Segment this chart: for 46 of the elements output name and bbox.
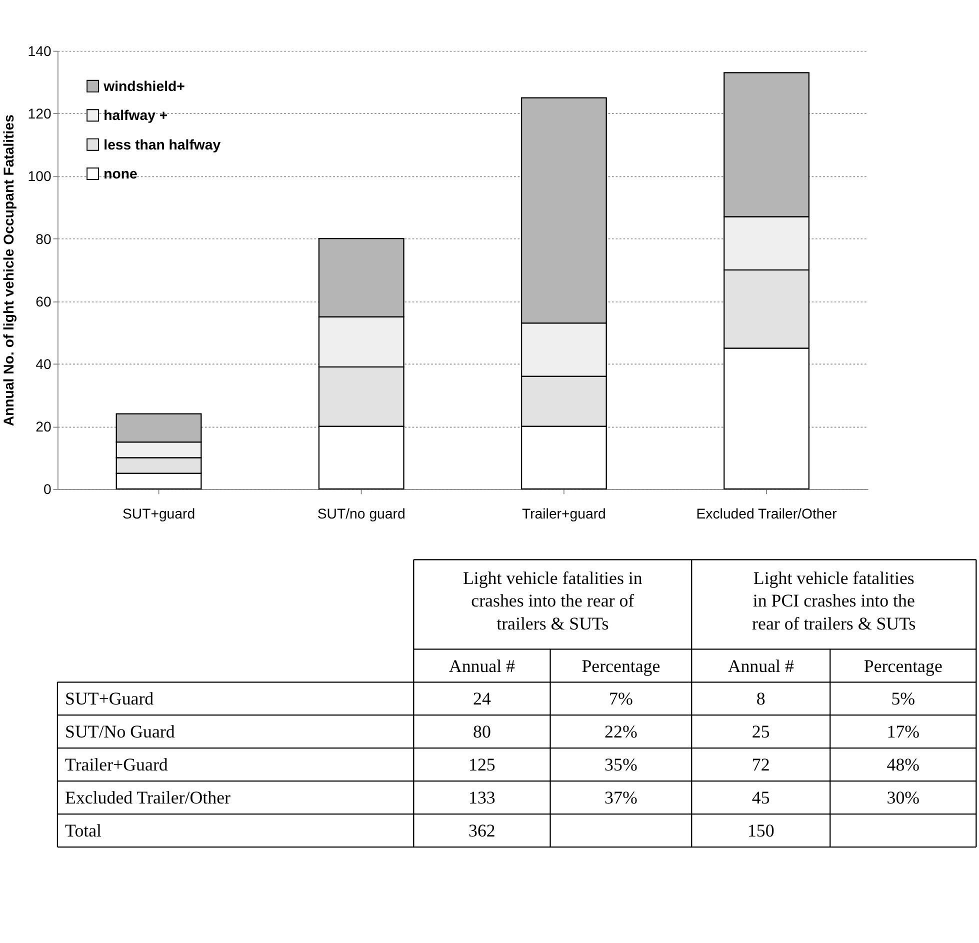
text: 24	[473, 688, 491, 709]
y-tick-label: 40	[36, 356, 52, 372]
category-label: Annual #	[728, 656, 794, 676]
x-tick-label: SUT/no guard	[317, 506, 406, 522]
category-label: Percentage	[582, 656, 660, 676]
text: 37%	[604, 788, 638, 808]
y-tick-label: 120	[28, 106, 52, 122]
category-label: SUT+Guard	[65, 688, 154, 709]
text: 48%	[886, 754, 920, 775]
x-tick-label: Excluded Trailer/Other	[696, 506, 838, 522]
text: 35%	[604, 754, 638, 775]
text: 133	[468, 788, 496, 808]
y-tick-label: 140	[28, 43, 52, 60]
text: 17%	[886, 722, 920, 742]
text: 30%	[886, 788, 920, 808]
y-tick-label: 20	[36, 418, 52, 435]
category-label: Excluded Trailer/Other	[65, 788, 230, 808]
legend-label: halfway +	[104, 107, 168, 124]
text: 8	[756, 688, 766, 709]
text: 72	[752, 754, 770, 775]
category-label: Trailer+Guard	[65, 754, 168, 775]
y-tick-label: 60	[36, 293, 52, 310]
text: Light vehicle fatalities in crashes into the rear of trailers & SUTs	[462, 568, 642, 634]
category-label: Annual #	[448, 656, 516, 676]
category-label: SUT/No Guard	[65, 722, 175, 742]
x-tick-label: SUT+guard	[122, 506, 196, 522]
text: 150	[747, 820, 774, 841]
y-tick-label: 80	[36, 230, 52, 247]
x-tick-label: Trailer+guard	[522, 506, 606, 522]
category-label: Percentage	[864, 656, 942, 676]
legend-label: windshield+	[102, 78, 185, 94]
y-axis-title: Annual No. of light vehicle Occupant Fatalities	[0, 114, 17, 426]
text: 5%	[891, 688, 916, 709]
y-tick-label: 100	[28, 168, 52, 184]
legend-label: less than halfway	[104, 136, 221, 152]
text: 22%	[604, 722, 638, 742]
text: Light vehicle fatalities in PCI crashes into the rear of trailers & SUTs	[752, 568, 916, 634]
y-tick-label: 0	[43, 481, 52, 498]
category-label: Total	[65, 820, 102, 841]
text: 7%	[609, 688, 633, 709]
text: 45	[752, 788, 770, 808]
text: 362	[468, 820, 496, 841]
text: 25	[752, 722, 770, 742]
text: 80	[473, 722, 491, 742]
legend-label: none	[104, 165, 138, 182]
text: 125	[468, 754, 496, 775]
